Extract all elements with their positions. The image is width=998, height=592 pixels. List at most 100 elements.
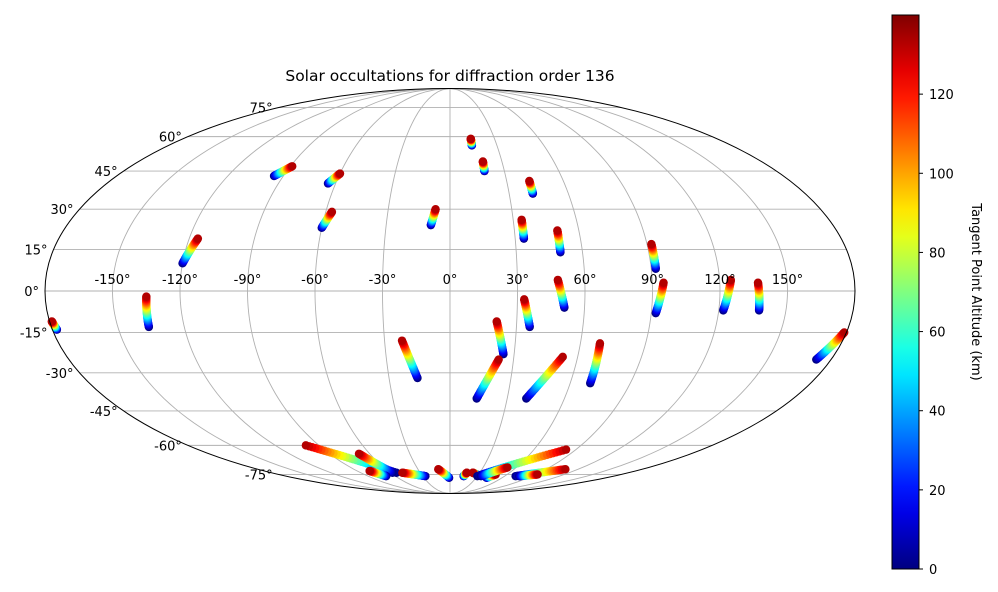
occultation-track [397, 336, 422, 383]
track-point [519, 295, 529, 304]
track-point [553, 226, 562, 235]
graticule-grid [45, 88, 855, 494]
track-point [561, 445, 571, 454]
longitude-tick-label: 90° [641, 273, 664, 288]
track-point [335, 169, 345, 178]
latitude-tick-label: 45° [95, 165, 118, 180]
occultation-track [434, 465, 454, 482]
track-point [354, 449, 364, 458]
occultation-track [651, 278, 668, 318]
longitude-tick-label: 150° [772, 273, 803, 288]
occultation-track [466, 134, 477, 150]
longitude-tick-label: 60° [573, 273, 596, 288]
colorbar-gradient [891, 14, 920, 570]
occultation-track [553, 226, 565, 257]
track-point [753, 278, 763, 287]
colorbar-ticks: 0 20 40 60 80 100 120 [919, 88, 954, 578]
mollweide-map: -150° -120° -90° -60° -30° 0° 30° 60° 90° 120° 150… [20, 88, 856, 494]
occultation-track [47, 317, 62, 334]
occultation-track [178, 234, 203, 268]
chart-title: Solar occultations for diffraction order… [285, 67, 614, 85]
occultation-track [317, 207, 337, 233]
occultation-track [478, 157, 489, 176]
longitude-tick-label: 30° [506, 273, 529, 288]
latitude-tick-label: 0° [24, 285, 39, 300]
track-point [726, 275, 736, 285]
occultation-track [398, 468, 430, 481]
colorbar-tick-label: 80 [929, 246, 946, 261]
track-point [431, 205, 440, 214]
occultation-track [812, 328, 849, 364]
latitude-tick-label: -45° [90, 405, 118, 420]
occultation-track [472, 355, 503, 403]
longitude-tick-label: 0° [443, 273, 458, 288]
colorbar-tick-label: 20 [929, 484, 946, 499]
latitude-tick-label: -75° [245, 468, 273, 483]
colorbar-tick-label: 100 [929, 167, 954, 182]
track-point [525, 176, 534, 186]
occultation-track [522, 352, 567, 403]
track-point [397, 336, 407, 345]
occultation-track [553, 275, 569, 312]
track-point [503, 463, 512, 472]
longitude-tick-label: -150° [94, 273, 130, 288]
track-point [553, 275, 563, 285]
track-point [561, 465, 570, 474]
latitude-tick-label: -60° [154, 439, 182, 454]
longitude-tick-label: -120° [162, 273, 198, 288]
track-point [288, 162, 297, 171]
occultation-track [719, 275, 736, 315]
longitude-tick-label: 120° [704, 273, 735, 288]
track-point [365, 466, 374, 476]
track-point [533, 470, 542, 479]
occultation-track [647, 239, 660, 274]
longitude-tick-label: -90° [234, 273, 262, 288]
track-point [434, 465, 443, 474]
latitude-tick-label: -15° [20, 326, 48, 341]
longitude-labels: -150° -120° -90° -60° -30° 0° 30° 60° 90° 120° 150… [94, 273, 803, 288]
track-point [462, 468, 472, 477]
latitude-tick-label: -30° [46, 367, 74, 382]
colorbar-tick-label: 60 [929, 326, 946, 341]
latitude-tick-label: 30° [50, 203, 73, 218]
track-point [517, 215, 526, 224]
track-point [478, 157, 488, 166]
latitude-tick-label: 15° [25, 244, 48, 259]
colorbar: 0 20 40 60 80 100 120 Tangent Point Altitude (… [891, 14, 983, 578]
occultation-track [426, 205, 440, 230]
occultation-track [269, 162, 297, 181]
occultation-track [517, 215, 529, 243]
occultation-track [476, 463, 512, 481]
track-point [558, 352, 567, 362]
latitude-tick-label: 60° [159, 131, 182, 146]
occultation-track [519, 295, 534, 332]
track-point [647, 239, 656, 249]
occultation-track [323, 169, 345, 188]
track-point [595, 339, 605, 348]
longitude-tick-label: -60° [301, 273, 329, 288]
track-point [193, 234, 203, 243]
occultation-tracks [47, 134, 849, 482]
colorbar-label: Tangent Point Altitude (km) [968, 202, 983, 380]
occultation-track [586, 339, 605, 388]
latitude-tick-label: 75° [250, 102, 273, 117]
latitude-labels: -75° -60° -45° -30° -15° 0° 15° 30° 45° 60° 75° [20, 102, 273, 484]
track-point [840, 328, 849, 337]
longitude-tick-label: -30° [369, 273, 397, 288]
track-point [327, 207, 337, 217]
occultation-track [515, 470, 542, 481]
occultation-track [142, 292, 154, 332]
track-point [659, 278, 668, 287]
occultation-track [354, 449, 397, 477]
occultation-track [753, 278, 764, 315]
track-point [398, 468, 407, 477]
track-point [466, 134, 475, 143]
occultation-track [365, 466, 391, 481]
colorbar-tick-label: 40 [929, 405, 946, 420]
track-point [301, 441, 311, 450]
track-point [492, 317, 501, 326]
colorbar-tick-label: 120 [929, 88, 954, 103]
map-outline [44, 88, 856, 494]
track-point [494, 355, 503, 364]
